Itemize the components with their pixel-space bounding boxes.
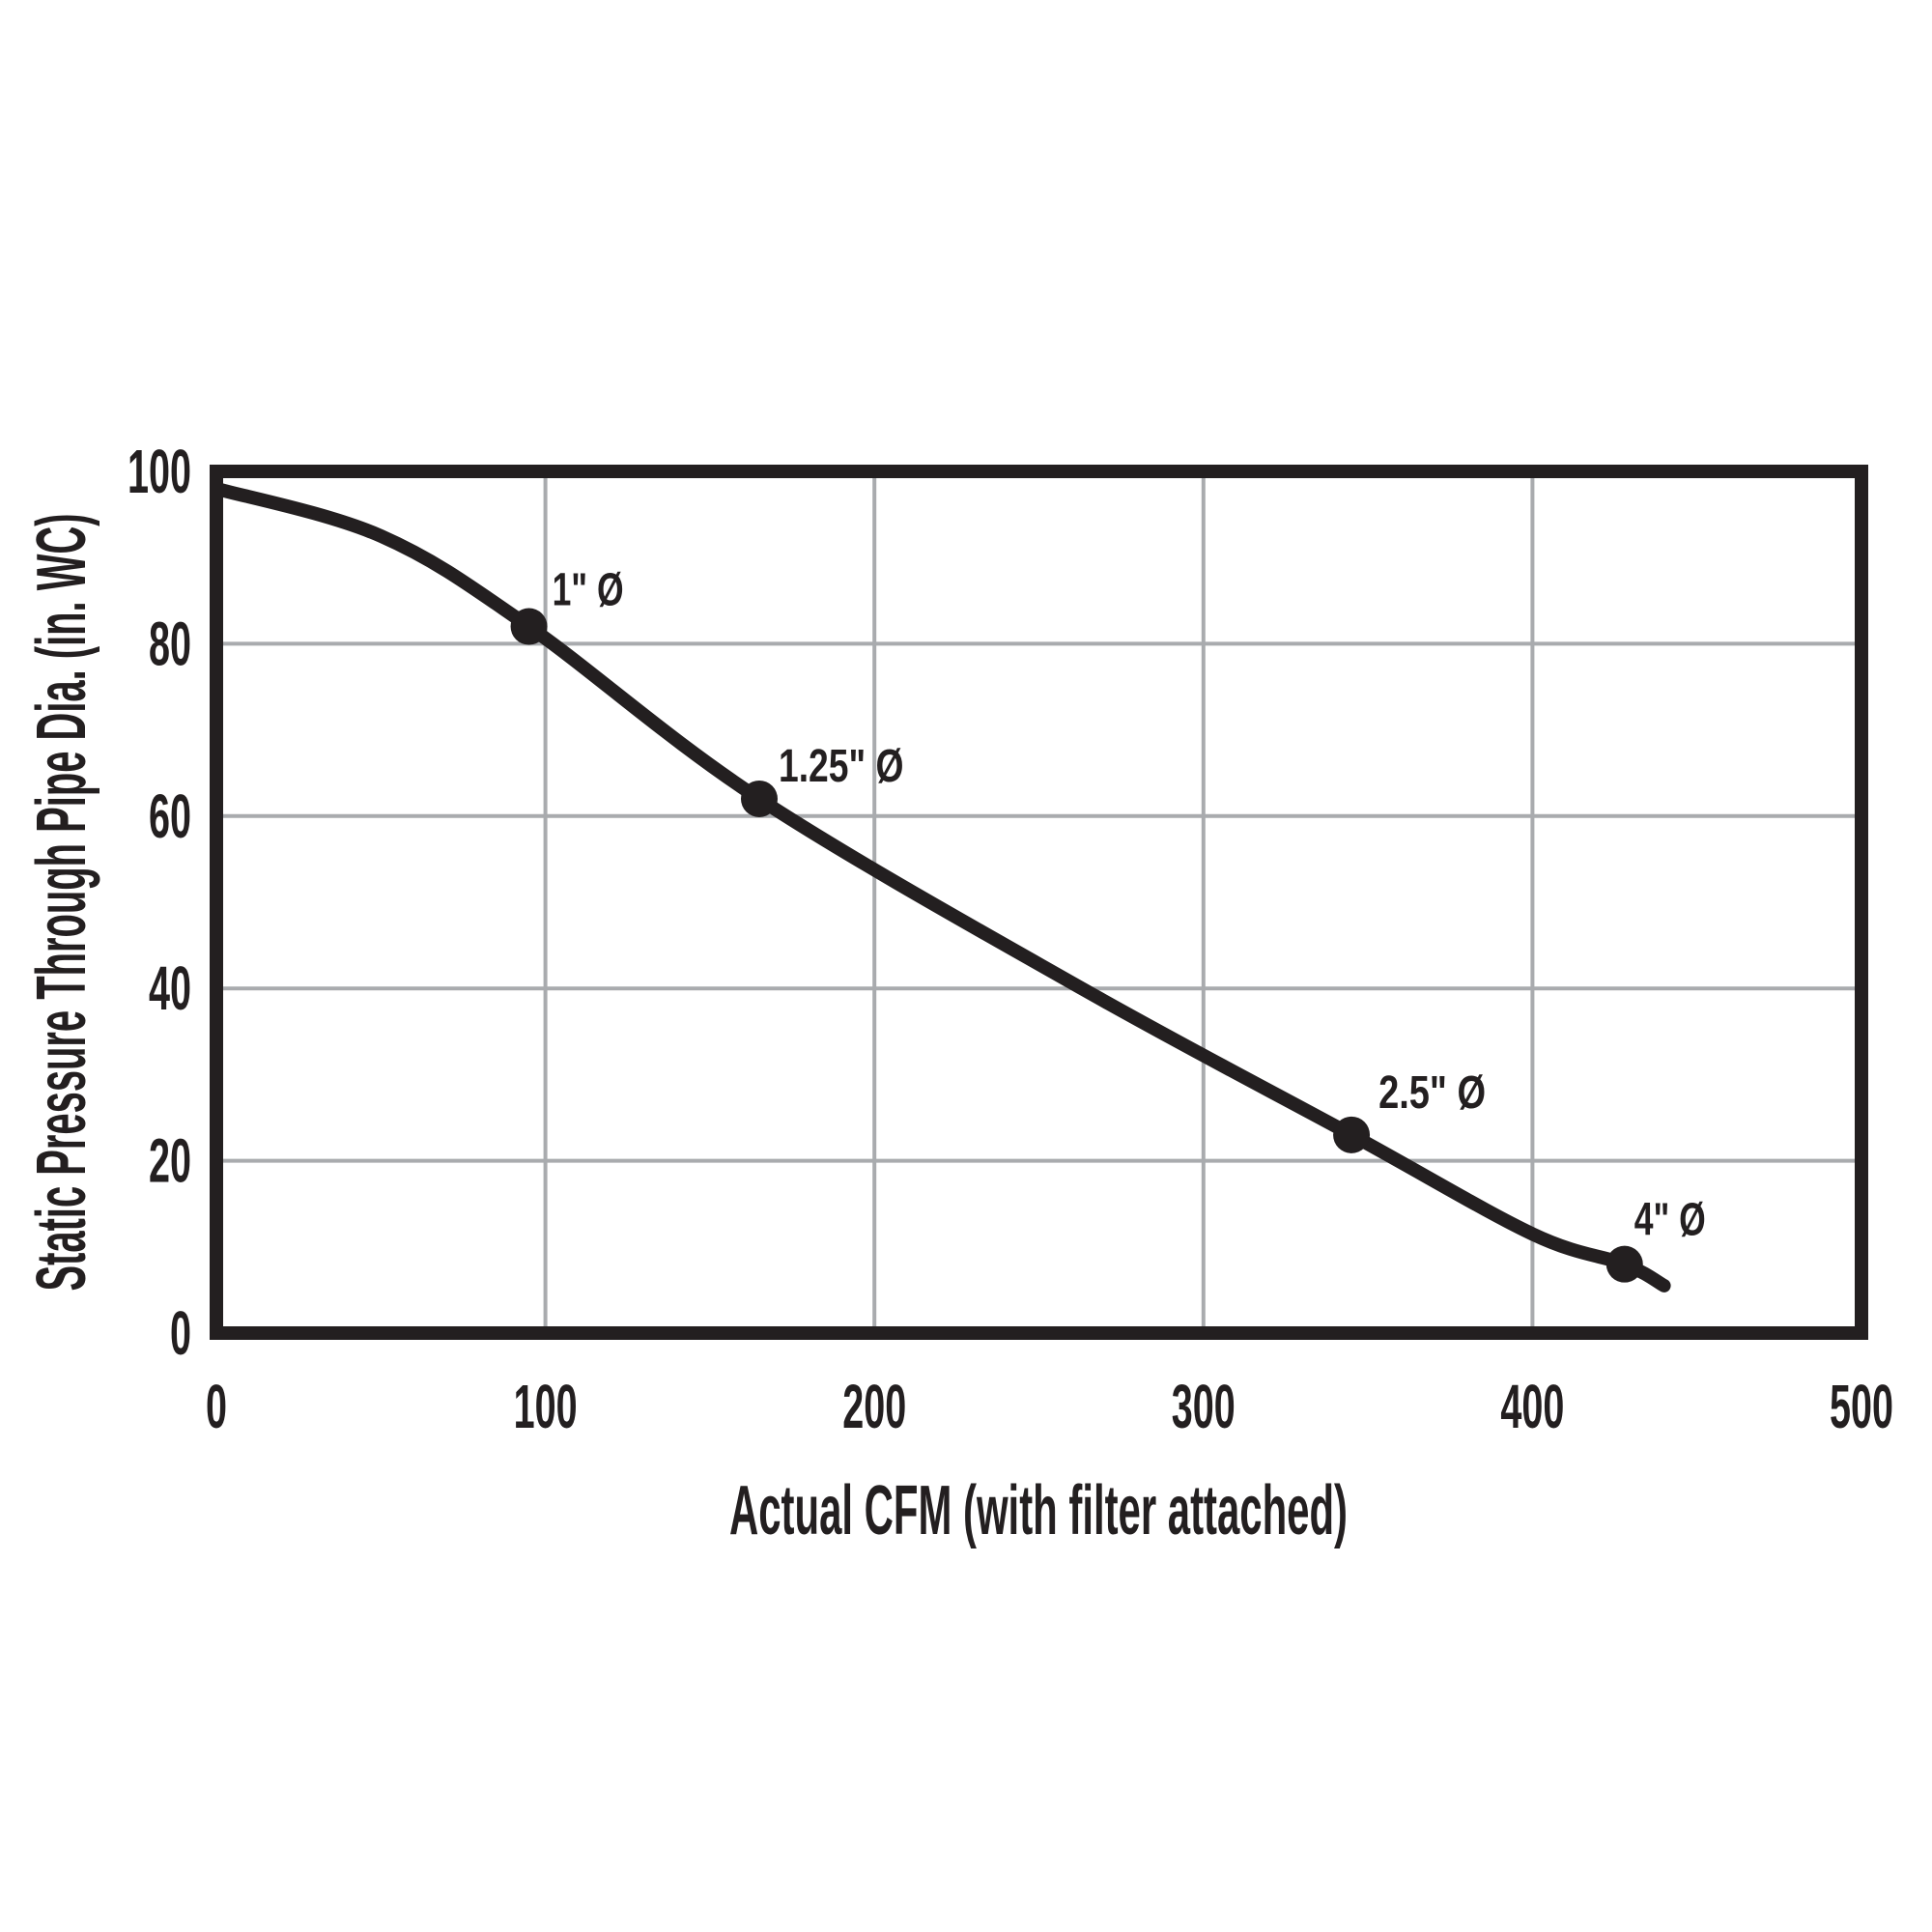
data-point-label: 2.5" Ø [1378, 1067, 1486, 1119]
plot-border [210, 465, 1868, 1340]
x-tick-label: 0 [206, 1372, 227, 1441]
x-tick-label: 400 [1500, 1372, 1564, 1441]
data-point-dot [1605, 1245, 1643, 1283]
x-tick-label: 200 [842, 1372, 906, 1441]
data-point-dot [510, 608, 548, 645]
y-tick-label: 20 [149, 1126, 191, 1196]
y-tick-label: 0 [170, 1298, 191, 1368]
performance-curve [210, 481, 1671, 1293]
y-tick-label: 40 [149, 953, 191, 1023]
y-tick-label: 60 [149, 781, 191, 851]
x-tick-label: 500 [1830, 1372, 1893, 1441]
data-points-layer: 1" Ø 1.25" Ø 2.5" Ø 4" Ø [510, 565, 1706, 1283]
data-point-label: 1" Ø [553, 565, 624, 616]
x-axis-title: Actual CFM (with filter attached) [729, 1472, 1348, 1549]
gridlines [216, 471, 1861, 1333]
data-point-label: 4" Ø [1634, 1195, 1706, 1246]
y-tick-label: 100 [128, 437, 191, 506]
data-point-dot [1333, 1116, 1371, 1153]
x-tick-label: 100 [514, 1372, 578, 1441]
plot-border-layer [210, 465, 1868, 1340]
y-tick-label: 80 [149, 609, 191, 678]
data-point-dot [740, 780, 778, 817]
curve-layer [210, 481, 1671, 1293]
tick-labels-layer: 0 100 200 300 400 500 0 20 40 60 80 100 [128, 437, 1893, 1441]
x-tick-label: 300 [1172, 1372, 1236, 1441]
y-axis-title: Static Pressure Through Pipe Dia. (in. W… [23, 514, 100, 1292]
data-point-label: 1.25" Ø [779, 741, 904, 792]
